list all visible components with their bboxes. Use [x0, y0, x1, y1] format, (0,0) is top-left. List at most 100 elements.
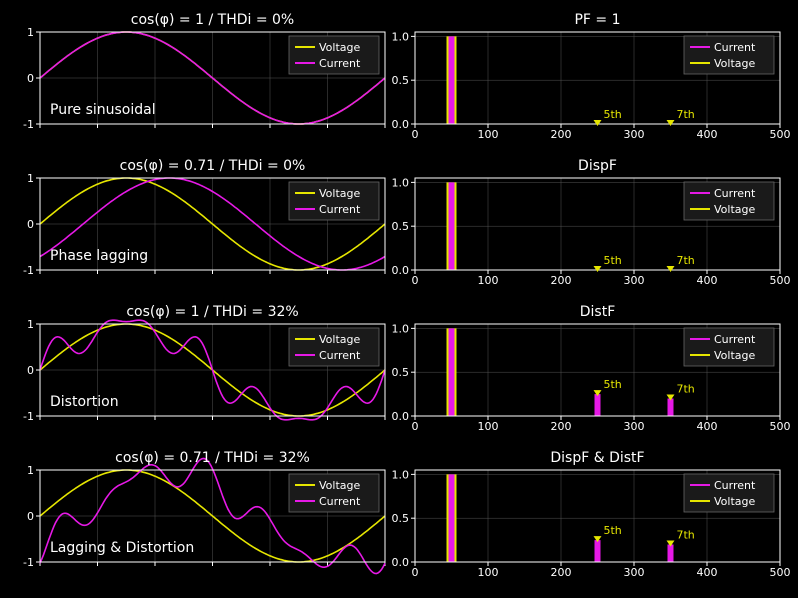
svg-text:300: 300	[624, 566, 645, 579]
svg-text:cos(φ) = 0.71 / THDi = 32%: cos(φ) = 0.71 / THDi = 32%	[115, 450, 310, 466]
svg-text:400: 400	[697, 274, 718, 287]
svg-text:Current: Current	[714, 187, 756, 200]
svg-text:1: 1	[27, 318, 34, 331]
svg-text:7th: 7th	[677, 108, 695, 121]
svg-text:DispF: DispF	[578, 158, 617, 174]
svg-text:5th: 5th	[604, 254, 622, 267]
svg-text:0: 0	[412, 566, 419, 579]
svg-text:Voltage: Voltage	[319, 479, 360, 492]
svg-text:PF = 1: PF = 1	[574, 12, 620, 28]
time-panel-1: -1 0 1 cos(φ) = 0.71 / THDi = 0% Phase laggi…	[23, 158, 385, 277]
svg-text:7th: 7th	[677, 254, 695, 267]
svg-text:0.0: 0.0	[392, 264, 410, 277]
freq-panel-2: 01002003004005000.00.51.05th7thDistFCurr…	[392, 304, 791, 433]
time-panel-0: -1 0 1 cos(φ) = 1 / THDi = 0% Pure sinusoida…	[23, 12, 385, 131]
svg-text:1: 1	[27, 464, 34, 477]
freq-legend-0: Current Voltage	[684, 36, 774, 74]
svg-text:7th: 7th	[677, 382, 695, 395]
svg-text:100: 100	[478, 128, 499, 141]
svg-text:300: 300	[624, 274, 645, 287]
svg-text:200: 200	[551, 420, 572, 433]
svg-text:300: 300	[624, 128, 645, 141]
svg-text:DispF & DistF: DispF & DistF	[550, 450, 644, 466]
svg-text:Voltage: Voltage	[714, 203, 755, 216]
freq-legend-1: Current Voltage	[684, 182, 774, 220]
svg-text:0: 0	[27, 72, 34, 85]
svg-text:400: 400	[697, 420, 718, 433]
current-bar	[449, 474, 455, 562]
current-bar	[595, 540, 601, 562]
svg-text:0: 0	[27, 510, 34, 523]
svg-text:cos(φ) = 1 / THDi = 0%: cos(φ) = 1 / THDi = 0%	[131, 12, 294, 28]
svg-text:Voltage: Voltage	[714, 57, 755, 70]
freq-panel-3: 01002003004005000.00.51.05th7thDispF & D…	[392, 450, 791, 579]
svg-text:-1: -1	[23, 410, 34, 423]
current-bar	[595, 394, 601, 416]
svg-text:-1: -1	[23, 556, 34, 569]
svg-text:200: 200	[551, 128, 572, 141]
svg-text:1.0: 1.0	[392, 322, 410, 335]
svg-text:500: 500	[770, 420, 791, 433]
freq-legend-3: Current Voltage	[684, 474, 774, 512]
svg-text:Voltage: Voltage	[714, 495, 755, 508]
svg-text:-1: -1	[23, 264, 34, 277]
svg-text:0: 0	[412, 128, 419, 141]
freq-panel-1: 01002003004005000.00.51.05th7thDispFCurr…	[392, 158, 791, 287]
svg-text:200: 200	[551, 566, 572, 579]
svg-text:5th: 5th	[604, 378, 622, 391]
svg-text:Voltage: Voltage	[319, 333, 360, 346]
svg-text:200: 200	[551, 274, 572, 287]
svg-text:Voltage: Voltage	[319, 187, 360, 200]
svg-text:1: 1	[27, 26, 34, 39]
freq-legend-2: Current Voltage	[684, 328, 774, 366]
svg-text:0.0: 0.0	[392, 118, 410, 131]
svg-text:-1: -1	[23, 118, 34, 131]
svg-text:100: 100	[478, 420, 499, 433]
svg-text:Current: Current	[714, 41, 756, 54]
svg-text:Current: Current	[319, 203, 361, 216]
current-bar	[449, 182, 455, 270]
svg-text:0: 0	[27, 218, 34, 231]
svg-text:cos(φ) = 0.71 / THDi = 0%: cos(φ) = 0.71 / THDi = 0%	[120, 158, 306, 174]
svg-text:1.0: 1.0	[392, 468, 410, 481]
current-bar	[668, 544, 674, 562]
time-panel-2: -1 0 1 cos(φ) = 1 / THDi = 32% Distortion Vol…	[23, 304, 385, 423]
svg-text:7th: 7th	[677, 528, 695, 541]
svg-text:Current: Current	[319, 349, 361, 362]
svg-text:1: 1	[27, 172, 34, 185]
svg-text:5th: 5th	[604, 524, 622, 537]
current-bar	[449, 36, 455, 124]
svg-text:cos(φ) = 1 / THDi = 32%: cos(φ) = 1 / THDi = 32%	[126, 304, 298, 320]
current-bar	[449, 328, 455, 416]
svg-text:Current: Current	[319, 57, 361, 70]
svg-text:DistF: DistF	[580, 304, 616, 320]
current-bar	[668, 398, 674, 416]
svg-text:0.5: 0.5	[392, 220, 410, 233]
figure: -1 0 1 cos(φ) = 1 / THDi = 0% Pure sinusoida…	[0, 0, 798, 598]
svg-text:Voltage: Voltage	[319, 41, 360, 54]
time-legend-3: Voltage Current	[289, 474, 379, 512]
time-panel-3: -1 0 1 cos(φ) = 0.71 / THDi = 32% Lagging & …	[23, 450, 385, 574]
svg-text:Lagging & Distortion: Lagging & Distortion	[50, 540, 194, 556]
svg-text:500: 500	[770, 566, 791, 579]
svg-text:Voltage: Voltage	[714, 349, 755, 362]
svg-text:100: 100	[478, 274, 499, 287]
svg-text:Current: Current	[714, 479, 756, 492]
svg-text:1.0: 1.0	[392, 30, 410, 43]
svg-text:Current: Current	[319, 495, 361, 508]
svg-text:5th: 5th	[604, 108, 622, 121]
svg-text:0: 0	[27, 364, 34, 377]
svg-text:Current: Current	[714, 333, 756, 346]
svg-text:0.5: 0.5	[392, 512, 410, 525]
freq-panel-0: 01002003004005000.00.51.05th7thPF = 1Cur…	[392, 12, 791, 141]
svg-text:0.0: 0.0	[392, 410, 410, 423]
svg-text:Phase lagging: Phase lagging	[50, 248, 148, 264]
time-legend-2: Voltage Current	[289, 328, 379, 366]
svg-text:0: 0	[412, 274, 419, 287]
svg-text:Pure sinusoidal: Pure sinusoidal	[50, 102, 156, 118]
svg-text:0.5: 0.5	[392, 366, 410, 379]
svg-text:0.0: 0.0	[392, 556, 410, 569]
svg-text:0.5: 0.5	[392, 74, 410, 87]
svg-text:Distortion: Distortion	[50, 394, 119, 410]
time-legend-1: Voltage Current	[289, 182, 379, 220]
